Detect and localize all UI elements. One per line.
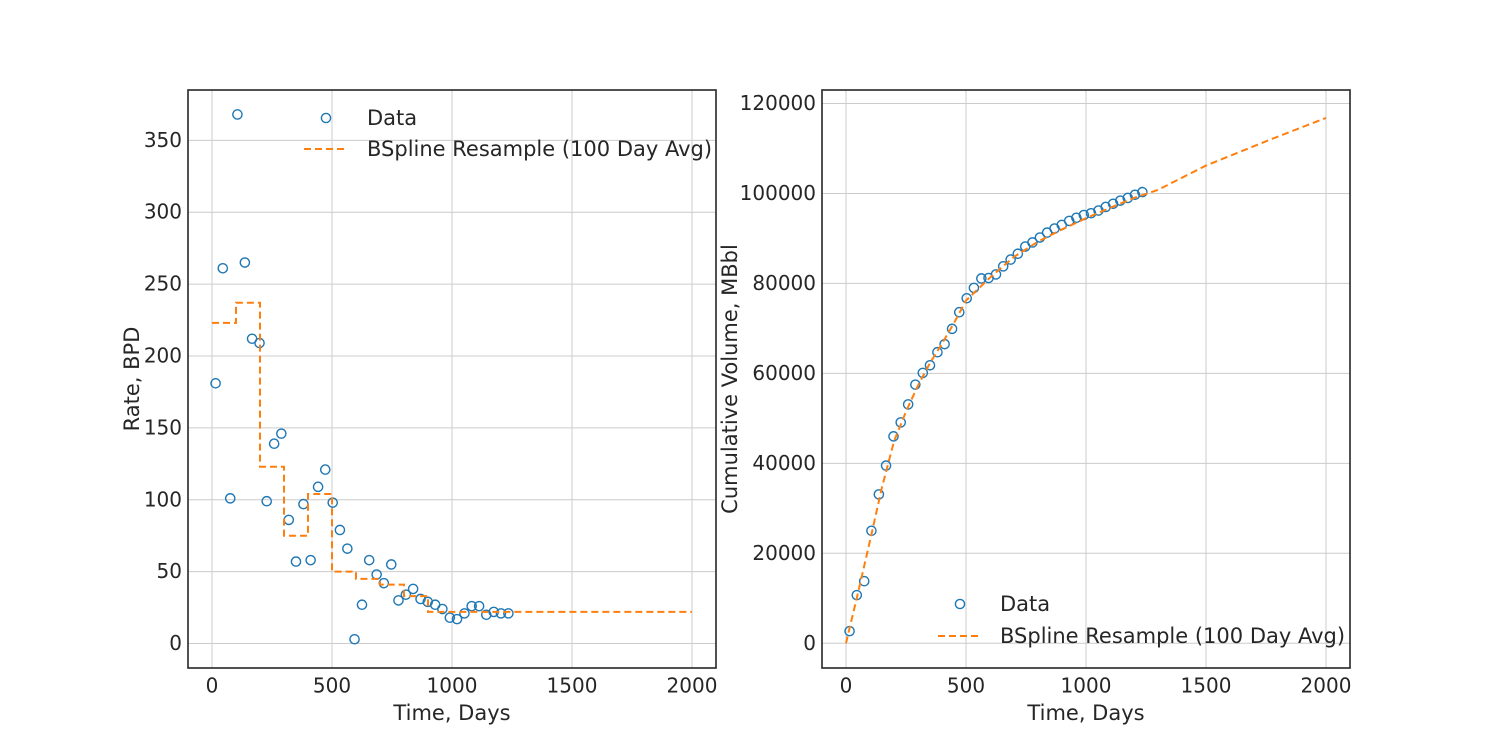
data-point [210, 378, 221, 389]
x-tick-label: 1000 [1061, 674, 1112, 698]
y-tick-label: 0 [169, 631, 182, 655]
data-point [261, 495, 273, 507]
data-point [1012, 248, 1024, 260]
bspline-resample-line [845, 116, 1327, 644]
data-point [858, 575, 870, 587]
data-point [459, 608, 470, 619]
legend-data-marker [954, 598, 966, 610]
data-point [298, 498, 309, 510]
y-tick-label: 200 [144, 343, 182, 367]
legend-data-label: Data [1000, 592, 1050, 616]
legend: Data BSpline Resample (100 Day Avg) [304, 106, 712, 161]
x-tick-label: 2000 [667, 674, 718, 698]
data-point [1027, 237, 1038, 248]
y-tick-label: 300 [144, 200, 182, 224]
data-point [276, 428, 287, 439]
y-tick-label: 150 [144, 415, 182, 439]
data-point [932, 346, 943, 358]
data-point [444, 612, 456, 623]
legend-data-marker [320, 112, 332, 124]
data-point [422, 596, 434, 608]
axes-frame [821, 89, 1351, 669]
data-point [910, 379, 921, 390]
data-point [997, 261, 1009, 272]
data-point [217, 262, 229, 274]
data-point [342, 543, 353, 554]
data-point [466, 600, 477, 612]
data-point [924, 359, 936, 371]
y-tick-label: 120000 [740, 91, 816, 115]
x-tick-label: 1000 [427, 674, 478, 698]
data-point [1129, 189, 1141, 201]
data-point [1107, 198, 1119, 210]
y-tick-label: 60000 [752, 361, 816, 385]
data-point [473, 600, 485, 612]
data-point [1005, 254, 1016, 265]
legend-data-label: Data [367, 106, 417, 130]
data-point [268, 438, 280, 450]
y-tick-label: 80000 [752, 271, 816, 295]
data-point [385, 559, 397, 570]
y-tick-label: 350 [144, 128, 182, 152]
chart-2: 0 500 1000 1500 2000020000400006000080000100… [718, 89, 1352, 725]
y-axis-label: Rate, BPD [120, 327, 144, 432]
x-tick-label: 1500 [1181, 674, 1232, 698]
y-tick-label: 50 [157, 559, 182, 583]
data-point [239, 257, 251, 268]
data-point [290, 556, 302, 567]
data-point [232, 109, 243, 120]
data-point [946, 323, 958, 335]
data-point [415, 593, 426, 605]
data-point [349, 633, 360, 645]
legend: Data BSpline Resample (100 Day Avg) [938, 592, 1345, 648]
data-point [961, 292, 973, 304]
data-point [1063, 215, 1075, 227]
data-point [888, 431, 899, 442]
x-tick-label: 0 [840, 674, 853, 698]
y-tick-label: 100 [144, 487, 182, 511]
x-tick-label: 1500 [547, 674, 598, 698]
legend-bspline-label: BSpline Resample (100 Day Avg) [367, 137, 712, 161]
legend-bspline-label: BSpline Resample (100 Day Avg) [1000, 624, 1345, 648]
data-point [283, 514, 295, 526]
y-tick-label: 250 [144, 272, 182, 296]
data-point [312, 481, 324, 493]
data-point [1071, 212, 1082, 224]
data-point [976, 273, 987, 284]
data-point [953, 306, 965, 318]
data-point [334, 524, 346, 536]
x-tick-label: 0 [206, 674, 219, 698]
data-point [495, 608, 507, 619]
x-tick-label: 500 [313, 674, 351, 698]
x-axis-label: Time, Days [1026, 701, 1144, 725]
chart-1: 0 500 1000 1500 2000 0 50 100 150 200 250 300 350 Tim… [120, 89, 718, 725]
bspline-resample-line [212, 301, 692, 613]
y-tick-label: 20000 [752, 541, 816, 565]
data-point [319, 464, 331, 475]
y-tick-label: 40000 [752, 451, 816, 475]
data-point [363, 554, 375, 566]
data-point [407, 583, 419, 595]
data-point [305, 554, 316, 566]
y-tick-label: 100000 [740, 181, 816, 205]
data-point [451, 613, 463, 625]
y-axis-label: Cumulative Volume, MBbl [718, 244, 742, 514]
data-point [437, 603, 448, 615]
data-point [356, 599, 368, 611]
data-point [481, 609, 492, 621]
data-point [224, 493, 236, 504]
y-tick-label: 0 [803, 631, 816, 655]
x-tick-label: 500 [947, 674, 985, 698]
x-axis-label: Time, Days [392, 701, 510, 725]
data-point [503, 608, 514, 619]
x-tick-label: 2000 [1301, 674, 1352, 698]
data-point [1137, 186, 1148, 198]
data-point [990, 269, 1002, 280]
data-point [393, 595, 404, 606]
data-point [400, 589, 412, 600]
axes-frame [187, 89, 717, 669]
